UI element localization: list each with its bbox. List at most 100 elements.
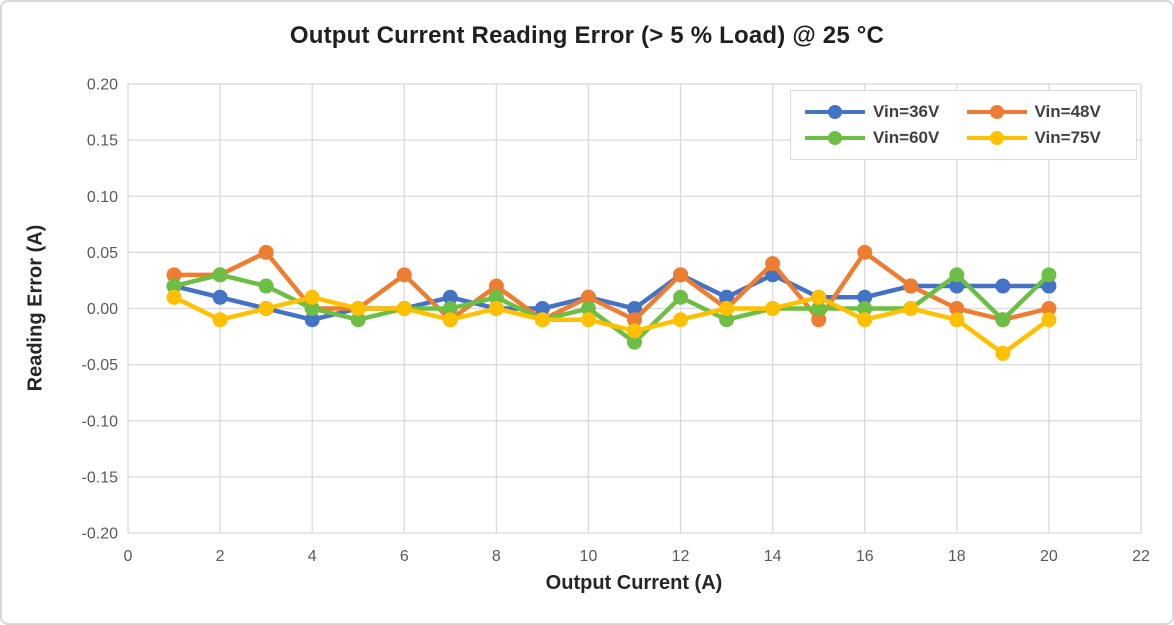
data-point-vin-36v (995, 278, 1011, 294)
data-point-vin-36v (1041, 278, 1057, 294)
line-dot-marker-icon (966, 105, 1027, 119)
data-point-vin-75v (995, 345, 1011, 361)
data-point-vin-60v (1041, 267, 1057, 283)
data-point-vin-75v (811, 289, 827, 305)
y-tick-label: 0.10 (87, 189, 118, 206)
data-point-vin-75v (580, 312, 596, 328)
y-tick-label: -0.20 (82, 526, 119, 543)
legend-item-vin-60v: Vin=60V (805, 128, 967, 148)
y-tick-label: 0.00 (87, 301, 118, 318)
legend: Vin=36V Vin=48V Vin=60V Vin=75V (790, 90, 1137, 160)
data-point-vin-48v (673, 267, 689, 283)
data-point-vin-48v (903, 278, 919, 294)
data-point-vin-48v (166, 267, 182, 283)
data-point-vin-36v (719, 289, 735, 305)
data-point-vin-75v (719, 301, 735, 316)
series-line-vin-36v (171, 272, 1052, 322)
chart-title: Output Current Reading Error (> 5 % Load… (289, 22, 885, 49)
line-dot-marker-icon (966, 131, 1027, 145)
data-point-vin-75v (1041, 312, 1057, 328)
data-point-vin-75v (212, 312, 228, 328)
data-point-vin-36v (857, 289, 873, 305)
data-point-vin-48v (627, 312, 642, 328)
data-point-vin-60v (673, 289, 689, 305)
data-point-vin-48v (949, 301, 965, 316)
data-point-vin-60v (811, 301, 827, 316)
data-point-vin-60v (949, 267, 965, 283)
data-point-vin-60v (166, 278, 182, 294)
legend-item-vin-75v: Vin=75V (966, 128, 1129, 148)
data-point-vin-75v (534, 312, 550, 328)
series-vin-75v (166, 289, 1057, 361)
x-axis-title: Output Current (A) (545, 572, 723, 594)
data-point-vin-48v (258, 244, 274, 260)
data-point-vin-75v (442, 312, 458, 328)
series-line-vin-75v (171, 295, 1052, 356)
x-tick-label: 6 (400, 548, 409, 565)
data-point-vin-75v (903, 301, 919, 316)
line-dot-marker-icon (805, 131, 865, 145)
y-tick-label: -0.15 (82, 469, 119, 486)
x-tick-label: 4 (308, 548, 317, 565)
legend-label: Vin=36V (873, 102, 940, 121)
data-point-vin-48v (580, 289, 596, 305)
legend-item-vin-36v: Vin=36V (805, 102, 967, 122)
data-point-vin-36v (304, 312, 320, 328)
data-point-vin-75v (350, 301, 366, 316)
data-point-vin-75v (396, 301, 412, 316)
data-point-vin-75v (857, 312, 873, 328)
data-point-vin-60v (350, 312, 366, 328)
tick-labels: 0.20 0.15 0.10 0.05 0.00 -0.05 -0.10 -0.15 -0.20… (82, 77, 1150, 566)
data-point-vin-48v (811, 312, 827, 328)
data-point-vin-48v (1041, 301, 1057, 316)
y-tick-label: 0.15 (87, 133, 118, 150)
legend-label: Vin=48V (1034, 102, 1101, 121)
data-point-vin-60v (488, 289, 504, 305)
y-axis-title: Reading Error (A) (24, 224, 47, 392)
data-point-vin-75v (949, 312, 965, 328)
x-tick-label: 2 (216, 548, 225, 565)
x-tick-label: 20 (1040, 548, 1058, 565)
data-point-vin-36v (442, 289, 458, 305)
x-tick-label: 16 (856, 548, 874, 565)
data-point-vin-60v (719, 312, 735, 328)
data-point-vin-75v (258, 301, 274, 316)
data-point-vin-75v (765, 301, 781, 316)
x-tick-label: 18 (948, 548, 966, 565)
data-point-vin-75v (304, 289, 320, 305)
x-tick-label: 10 (580, 548, 598, 565)
y-tick-label: 0.05 (87, 245, 118, 262)
x-tick-label: 8 (492, 548, 501, 565)
data-point-vin-60v (304, 301, 320, 316)
data-point-vin-60v (580, 301, 596, 316)
data-point-vin-60v (442, 301, 458, 316)
legend-label: Vin=75V (1034, 128, 1101, 147)
data-point-vin-48v (765, 256, 781, 272)
data-point-vin-60v (212, 267, 228, 283)
x-tick-label: 22 (1132, 548, 1150, 565)
x-tick-label: 0 (124, 548, 133, 565)
legend-label: Vin=60V (873, 128, 940, 147)
y-tick-label: -0.05 (82, 357, 119, 374)
legend-item-vin-48v: Vin=48V (966, 102, 1129, 122)
data-point-vin-75v (488, 301, 504, 316)
data-point-vin-75v (673, 312, 689, 328)
data-point-vin-60v (258, 278, 274, 294)
data-point-vin-48v (857, 244, 873, 260)
data-point-vin-60v (995, 312, 1011, 328)
data-point-vin-36v (627, 301, 642, 316)
line-dot-marker-icon (805, 105, 865, 119)
data-point-vin-36v (949, 278, 965, 294)
y-tick-label: -0.10 (82, 413, 119, 430)
data-point-vin-75v (166, 289, 182, 305)
data-point-vin-60v (627, 334, 642, 350)
y-tick-label: 0.20 (87, 77, 118, 94)
data-point-vin-75v (627, 323, 642, 339)
data-point-vin-48v (396, 267, 412, 283)
x-tick-label: 14 (764, 548, 782, 565)
data-point-vin-36v (534, 301, 550, 316)
x-tick-label: 12 (672, 548, 690, 565)
data-point-vin-48v (488, 278, 504, 294)
